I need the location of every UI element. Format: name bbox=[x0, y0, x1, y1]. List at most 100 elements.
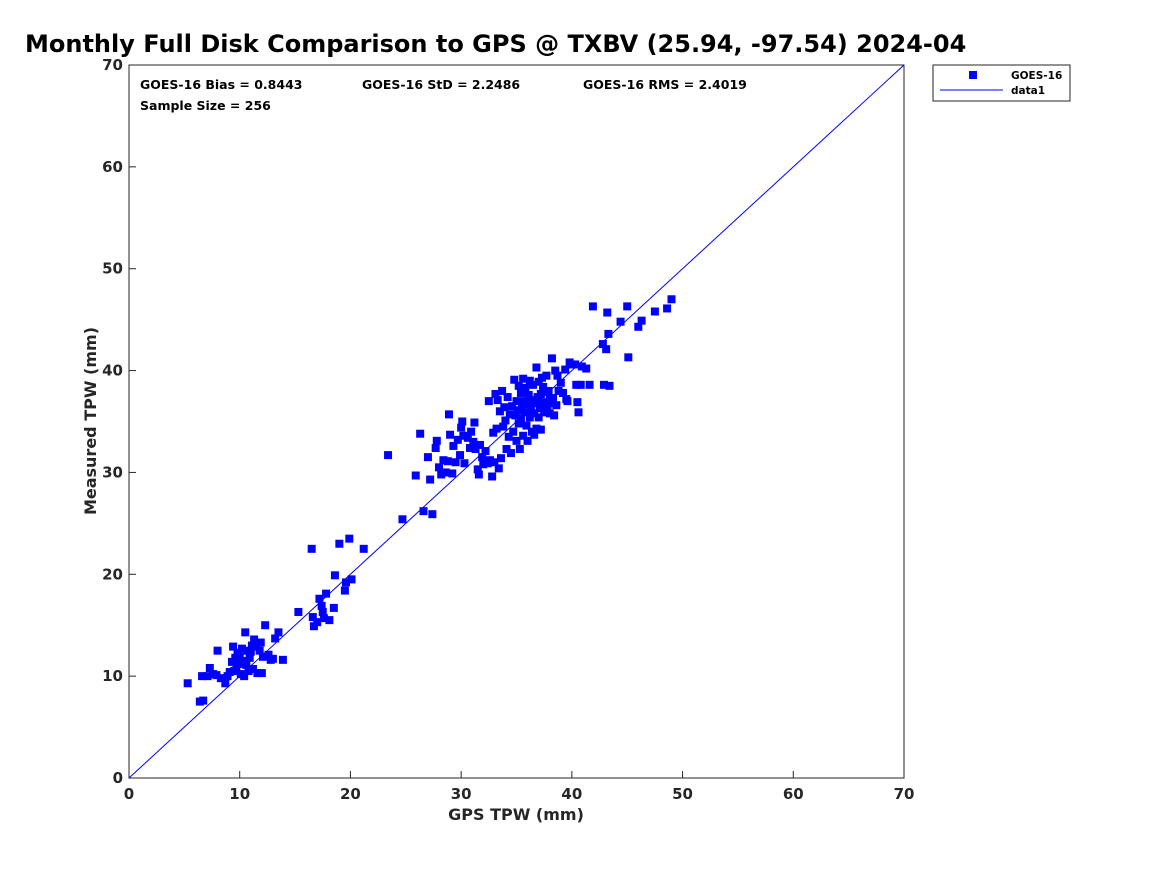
data-point bbox=[516, 388, 525, 397]
data-point bbox=[521, 383, 530, 392]
data-point bbox=[235, 652, 244, 661]
data-point bbox=[451, 458, 460, 467]
data-point bbox=[489, 428, 498, 437]
data-point bbox=[536, 425, 545, 434]
data-point bbox=[637, 316, 646, 325]
data-point bbox=[241, 628, 250, 637]
data-point bbox=[470, 418, 479, 427]
data-point bbox=[547, 354, 556, 363]
data-point bbox=[384, 451, 393, 460]
data-point bbox=[545, 409, 554, 418]
data-point bbox=[530, 430, 539, 439]
x-tick-label: 60 bbox=[783, 785, 804, 803]
data-point bbox=[443, 457, 452, 466]
data-point bbox=[258, 652, 267, 661]
data-point bbox=[490, 458, 499, 467]
data-point bbox=[525, 413, 534, 422]
data-point bbox=[516, 414, 525, 423]
data-point bbox=[513, 406, 522, 415]
data-point bbox=[318, 607, 327, 616]
y-tick-label: 20 bbox=[102, 565, 123, 583]
chart-title: Monthly Full Disk Comparison to GPS @ TX… bbox=[25, 30, 966, 58]
data-point bbox=[264, 650, 273, 659]
data-point bbox=[347, 575, 356, 584]
data-point bbox=[616, 317, 625, 326]
data-point bbox=[205, 663, 214, 672]
data-point bbox=[199, 696, 208, 705]
data-point bbox=[556, 378, 565, 387]
data-point bbox=[478, 453, 487, 462]
data-point bbox=[446, 430, 455, 439]
data-point bbox=[416, 429, 425, 438]
data-point bbox=[345, 534, 354, 543]
data-point bbox=[244, 667, 253, 676]
data-point bbox=[623, 302, 632, 311]
data-point bbox=[216, 674, 225, 683]
data-point bbox=[572, 380, 581, 389]
data-point bbox=[322, 589, 331, 598]
data-point bbox=[582, 364, 591, 373]
data-point bbox=[511, 411, 520, 420]
data-point bbox=[330, 571, 339, 580]
data-point bbox=[502, 445, 511, 454]
data-point bbox=[604, 329, 613, 338]
data-point bbox=[522, 421, 531, 430]
data-point bbox=[663, 304, 672, 313]
data-point bbox=[467, 427, 476, 436]
y-tick-label: 50 bbox=[102, 260, 123, 278]
data-point bbox=[234, 659, 243, 668]
data-point bbox=[602, 345, 611, 354]
data-point bbox=[198, 672, 207, 681]
data-point bbox=[546, 399, 555, 408]
data-point bbox=[519, 374, 528, 383]
data-point bbox=[419, 507, 428, 516]
data-point bbox=[340, 586, 349, 595]
data-point bbox=[481, 447, 490, 456]
data-point bbox=[624, 353, 633, 362]
data-point bbox=[514, 419, 523, 428]
x-tick-label: 0 bbox=[124, 785, 134, 803]
x-tick-label: 40 bbox=[561, 785, 582, 803]
data-point bbox=[540, 408, 549, 417]
data-point bbox=[603, 308, 612, 317]
data-point bbox=[435, 463, 443, 472]
data-point bbox=[506, 449, 515, 458]
data-point bbox=[240, 672, 249, 681]
data-point bbox=[495, 407, 504, 416]
data-point bbox=[504, 432, 513, 441]
stat-rms: GOES-16 RMS = 2.4019 bbox=[583, 77, 747, 92]
data-point bbox=[493, 396, 502, 405]
data-point bbox=[225, 668, 234, 677]
legend-label-data1: data1 bbox=[1011, 85, 1045, 97]
data-point bbox=[667, 295, 676, 304]
data-point bbox=[227, 657, 236, 666]
data-point bbox=[319, 614, 328, 623]
data-point bbox=[634, 322, 643, 331]
data-point bbox=[294, 607, 303, 616]
data-point bbox=[456, 451, 465, 460]
data-point bbox=[271, 634, 280, 643]
data-point bbox=[458, 417, 467, 426]
data-point bbox=[335, 539, 344, 548]
x-tick-label: 30 bbox=[451, 785, 472, 803]
data-point bbox=[252, 642, 261, 651]
y-tick-label: 10 bbox=[102, 667, 123, 685]
data-point bbox=[428, 510, 437, 519]
data-point bbox=[229, 642, 238, 651]
data-point bbox=[411, 471, 420, 480]
data-point bbox=[650, 307, 659, 316]
data-point bbox=[313, 618, 322, 627]
data-point bbox=[268, 654, 277, 663]
data-point bbox=[426, 475, 435, 484]
data-point bbox=[463, 433, 472, 442]
y-tick-label: 70 bbox=[102, 56, 123, 74]
data-point bbox=[221, 679, 230, 688]
data-point bbox=[307, 544, 316, 553]
data-point bbox=[485, 456, 494, 465]
data-point bbox=[233, 648, 242, 657]
legend: GOES-16 data1 bbox=[932, 64, 1071, 102]
data-point bbox=[329, 603, 338, 612]
data-point bbox=[561, 365, 570, 374]
data-point bbox=[317, 601, 326, 610]
data-point bbox=[497, 454, 505, 463]
